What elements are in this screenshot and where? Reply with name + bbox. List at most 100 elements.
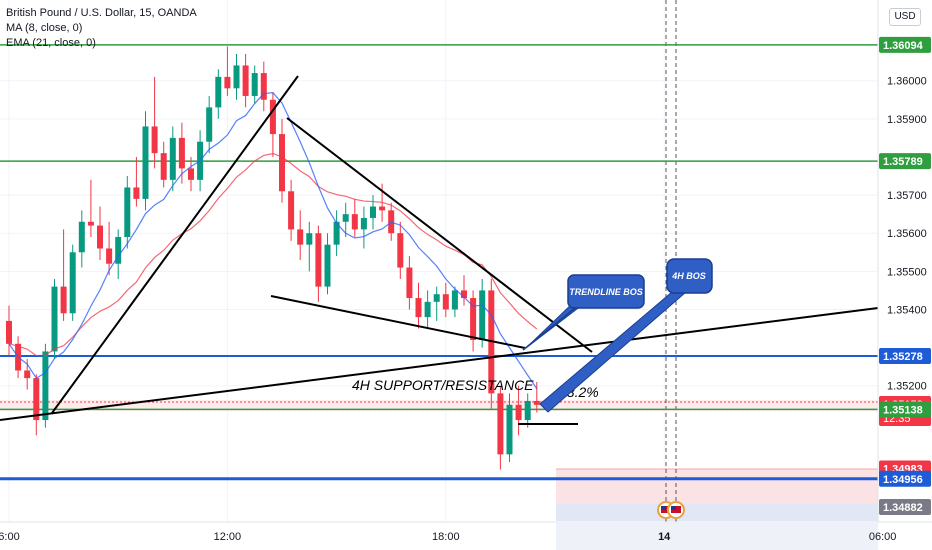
candle-body — [288, 191, 295, 230]
candle-body — [524, 400, 531, 421]
lower-trend-line — [270, 295, 526, 349]
candle-body — [379, 206, 386, 211]
candle-body — [415, 298, 422, 318]
candle-body — [279, 134, 285, 192]
price-label-badge — [879, 401, 931, 418]
downtrend-line — [286, 117, 593, 353]
legend-ma[interactable]: MA (8, close, 0) — [6, 22, 83, 34]
price-label-text: 1.36094 — [883, 40, 924, 52]
legend-symbol[interactable]: British Pound / U.S. Dollar, 15, OANDA — [6, 7, 197, 19]
candle-body — [515, 404, 522, 421]
price-axis[interactable]: 1.36000 1.35900 1.35700 1.35600 1.35500 1.354… — [877, 0, 932, 550]
price-zones — [0, 0, 878, 522]
time-range-highlight — [556, 522, 878, 550]
currency-button[interactable]: USD — [889, 8, 921, 26]
candle-body — [169, 137, 176, 180]
candle-body — [142, 126, 149, 199]
candle-body — [97, 225, 103, 249]
candle-body — [433, 294, 440, 302]
candle-body — [6, 320, 12, 344]
candle-body — [479, 290, 486, 340]
candle-body — [178, 137, 185, 169]
candle-body — [151, 126, 158, 154]
candle-body — [106, 248, 113, 264]
legend-ema[interactable]: EMA (21, close, 0) — [6, 37, 96, 49]
candle-body — [160, 153, 167, 180]
candle-body — [406, 267, 413, 299]
price-tick-label: 1.35600 — [887, 228, 927, 240]
candle-body — [397, 233, 404, 268]
uptrend-line — [51, 75, 299, 414]
candle-body — [42, 351, 49, 421]
candle-body — [188, 168, 194, 180]
candle-body — [69, 252, 76, 314]
lower-zone — [556, 504, 878, 521]
candle-body — [315, 233, 322, 287]
price-label-text: 1.35278 — [883, 351, 923, 363]
price-tick-label: 1.35900 — [887, 114, 927, 126]
price-label-badge — [879, 348, 931, 364]
candle-body — [115, 237, 122, 264]
callout-arrow-trendline — [522, 303, 581, 351]
time-tick-label: 6:00 — [0, 531, 20, 543]
indicator-lines — [8, 91, 538, 389]
callout-annotations: TRENDLINE BOS 4H BOS — [522, 258, 713, 519]
candle-body — [333, 221, 340, 245]
chart-legend: British Pound / U.S. Dollar, 15, OANDA M… — [6, 6, 197, 51]
candle-body — [370, 206, 376, 218]
candle-body — [260, 73, 267, 100]
candle-body — [506, 404, 513, 455]
candle-body — [33, 378, 40, 421]
price-tick-label: 1.35500 — [887, 266, 927, 278]
candle-body — [206, 107, 213, 142]
candle-body — [242, 65, 249, 96]
candle-body — [360, 217, 367, 230]
price-label-badge — [879, 499, 931, 515]
ma-line — [8, 91, 538, 389]
flag-canton-icon — [671, 506, 676, 510]
time-tick-label: 12:00 — [214, 531, 242, 543]
price-label-text: 1.35138 — [883, 404, 923, 416]
time-tick-label: 06:00 — [869, 531, 897, 543]
price-label-badge — [879, 153, 931, 170]
time-tick-label: 14 — [658, 531, 671, 543]
candle-body — [233, 65, 240, 89]
price-tick-label: 1.35200 — [887, 381, 927, 393]
callout-text-trendline: TRENDLINE BOS — [569, 287, 643, 297]
current-price-zone — [0, 400, 878, 411]
candlestick-series — [6, 46, 540, 470]
candle-body — [497, 393, 504, 455]
price-label-text: 1.35789 — [883, 156, 923, 168]
price-label-text: 1.34882 — [883, 502, 923, 514]
flag-canton-icon — [661, 506, 666, 510]
candle-body — [470, 298, 477, 340]
ascending-support-line — [0, 307, 879, 421]
candle-body — [533, 400, 540, 405]
price-label-text: 1.34956 — [883, 474, 923, 486]
candle-body — [60, 286, 67, 314]
candle-body — [342, 214, 349, 222]
candle-body — [251, 73, 258, 96]
candle-body — [78, 221, 85, 253]
supply-demand-zone — [556, 469, 878, 504]
candle-body — [424, 301, 431, 318]
candle-body — [351, 214, 358, 230]
candle-body — [269, 99, 276, 135]
trend-drawings: 4H SUPPORT/RESISTANCE 38.2% — [0, 75, 879, 425]
candle-body — [51, 286, 58, 352]
candle-body — [324, 244, 331, 287]
price-tick-label: 1.35700 — [887, 190, 927, 202]
callout-text-4h: 4H BOS — [671, 271, 706, 281]
ema-line — [8, 152, 538, 357]
candle-body — [297, 229, 304, 245]
callout-box-4h — [666, 258, 713, 294]
candle-body — [133, 187, 140, 199]
candle-body — [87, 221, 94, 226]
callout-box-trendline — [567, 274, 645, 309]
candle-body — [461, 290, 467, 299]
candle-body — [124, 187, 131, 238]
support-resistance-label: 4H SUPPORT/RESISTANCE — [352, 377, 534, 393]
